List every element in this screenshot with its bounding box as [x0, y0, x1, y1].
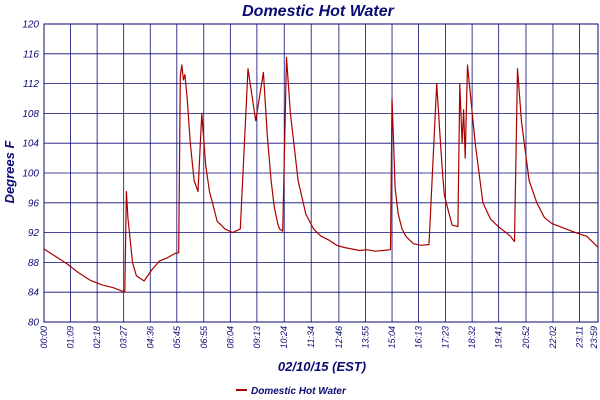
y-tick-labels: 80 84 88 92 96 100 104 108 112 116 120 [22, 20, 39, 329]
x-tick-label: 00:00 [39, 326, 49, 349]
y-tick-label: 88 [28, 258, 40, 269]
legend-label: Domestic Hot Water [251, 386, 347, 397]
y-tick-label: 84 [28, 288, 40, 299]
x-tick-label: 13:55 [360, 325, 370, 349]
x-tick-label: 12:46 [334, 326, 344, 349]
x-tick-label: 02:18 [92, 326, 102, 349]
y-tick-label: 96 [28, 198, 40, 209]
y-tick-label: 112 [23, 79, 39, 90]
x-tick-label: 04:36 [145, 326, 155, 349]
x-tick-label: 01:09 [66, 326, 76, 349]
x-tick-label: 23:59 [589, 326, 599, 350]
series-group [43, 56, 599, 293]
x-axis-label: 02/10/15 (EST) [278, 359, 366, 374]
y-tick-label: 108 [22, 109, 39, 120]
x-tick-label: 11:34 [306, 326, 316, 348]
x-tick-label: 06:55 [199, 325, 209, 349]
y-tick-label: 116 [23, 49, 39, 60]
x-tick-label: 23:11 [575, 326, 585, 349]
y-tick-label: 100 [22, 169, 39, 180]
y-tick-label: 104 [22, 139, 39, 150]
x-tick-label: 16:13 [414, 326, 424, 349]
x-tick-label: 03:27 [119, 325, 129, 349]
chart-title: Domestic Hot Water [242, 3, 395, 20]
x-tick-label: 08:04 [225, 326, 235, 349]
legend: Domestic Hot Water [236, 386, 347, 397]
chart-grid [43, 23, 599, 323]
y-axis-label: Degrees F [2, 140, 17, 204]
series-line-domestic-hot-water [43, 56, 599, 293]
y-tick-label: 120 [22, 20, 39, 31]
x-tick-label: 22:02 [548, 326, 558, 350]
x-tick-label: 15:04 [387, 326, 397, 349]
x-tick-label: 09:13 [252, 326, 262, 349]
y-tick-label: 80 [28, 318, 40, 329]
x-tick-label: 19:41 [494, 326, 504, 349]
x-tick-label: 10:24 [279, 326, 289, 349]
x-tick-label: 20:52 [521, 326, 531, 350]
x-tick-label: 05:45 [172, 325, 182, 349]
x-tick-labels: 00:00 01:09 02:18 03:27 04:36 05:45 06:55 08:04… [39, 325, 599, 350]
x-tick-label: 18:32 [467, 326, 477, 349]
x-tick-label: 17:23 [441, 326, 451, 349]
y-tick-label: 92 [28, 228, 40, 239]
